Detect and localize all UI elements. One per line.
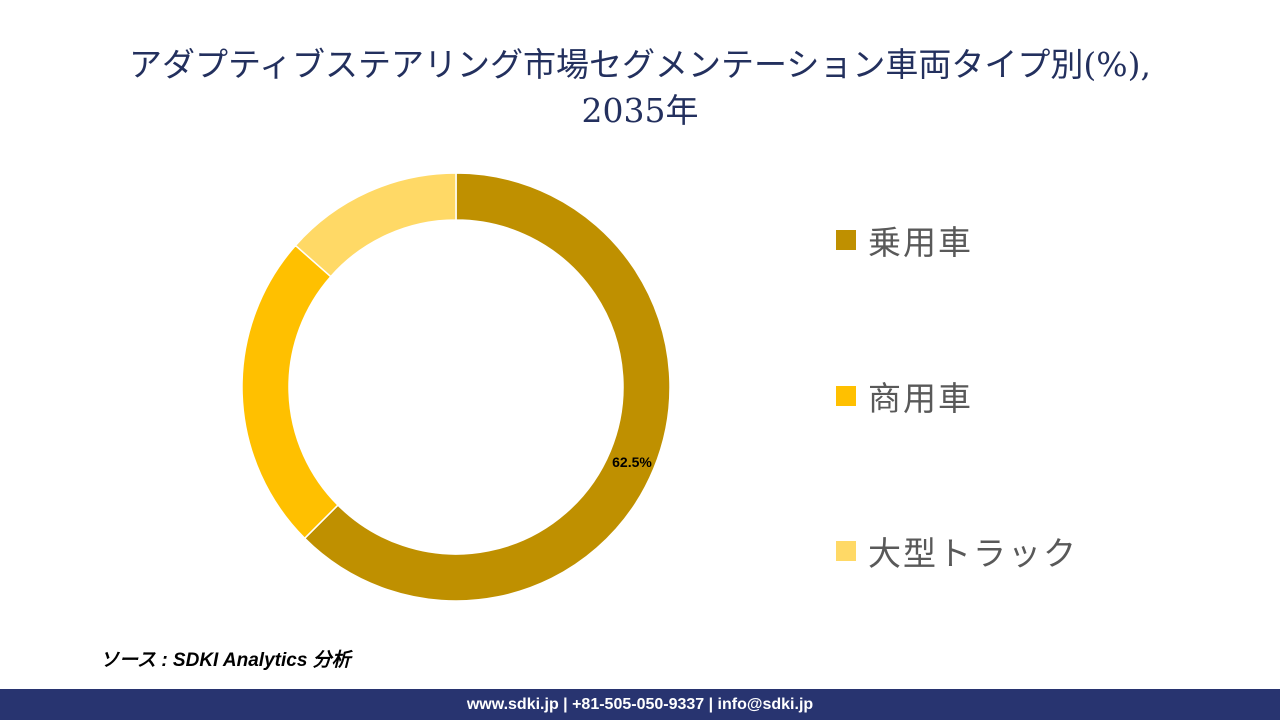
donut-segment-2 (294, 172, 457, 278)
chart-title: アダプティブステアリング市場セグメンテーション車両タイプ別(%), 2035年 (0, 42, 1280, 134)
legend-label: 乗用車 (868, 223, 973, 262)
legend-label: 大型トラック (868, 534, 1078, 573)
legend-swatch (836, 230, 856, 250)
legend-item-commercial-vehicle: 商用車 (836, 372, 973, 420)
donut-segment-1 (241, 244, 339, 540)
source-note: ソース : SDKI Analytics 分析 (100, 650, 351, 671)
legend-swatch (836, 541, 856, 561)
legend-label: 商用車 (868, 379, 973, 418)
legend-item-heavy-truck: 大型トラック (836, 527, 1078, 575)
chart-title-line2: 2035年 (581, 91, 699, 130)
footer-contact-bar: www.sdki.jp | +81-505-050-9337 | info@sd… (0, 689, 1280, 720)
legend-item-passenger-car: 乗用車 (836, 216, 973, 264)
legend-swatch (836, 386, 856, 406)
chart-title-line1: アダプティブステアリング市場セグメンテーション車両タイプ別(%), (129, 45, 1151, 84)
donut-segments (241, 172, 671, 602)
data-label-passenger: 62.5% (612, 454, 652, 470)
donut-segment-0 (303, 172, 671, 602)
